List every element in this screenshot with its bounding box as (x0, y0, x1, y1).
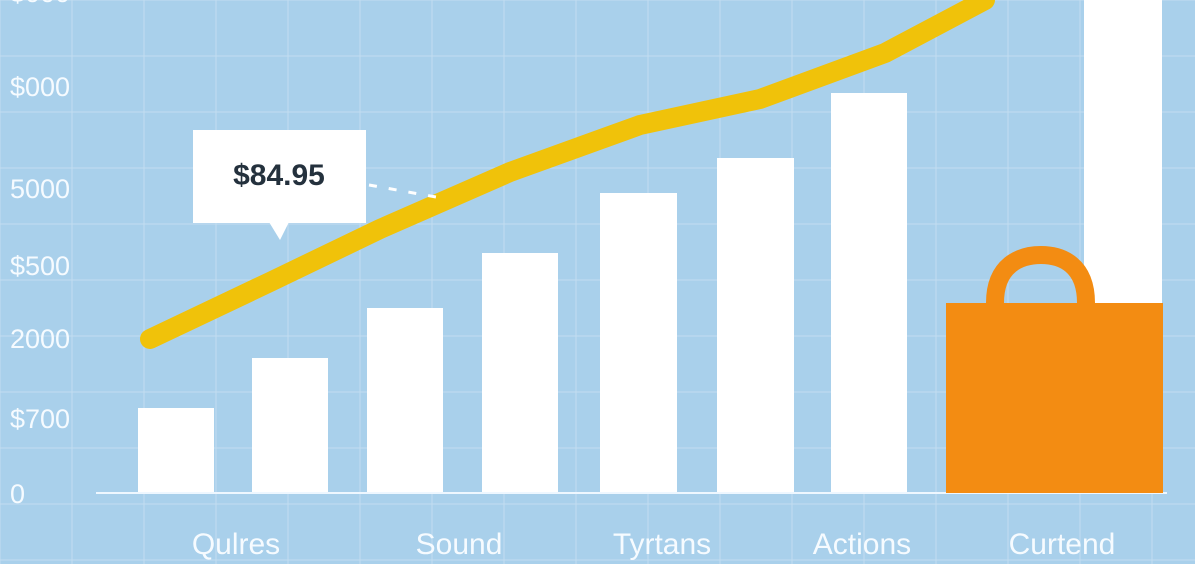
callout-tail (269, 222, 289, 240)
chart-bar (367, 308, 443, 493)
x-axis: Qulres Sound Tyrtans Actions Curtend (96, 492, 1167, 561)
chart-bar (252, 358, 328, 493)
bag-handle (986, 245, 1095, 312)
y-tick-label: 2000 (10, 324, 70, 354)
trend-line (140, 0, 995, 349)
chart-bar (831, 93, 907, 493)
y-tick-label: $000 (10, 72, 70, 102)
line-layer (140, 0, 995, 349)
callout-pointer-line (368, 183, 437, 199)
chart-bar (482, 253, 558, 493)
price-callout-box (193, 130, 366, 223)
callout-layer: $84.95 (193, 130, 437, 240)
icon-layer (946, 245, 1163, 493)
shopping-bag-icon (946, 303, 1163, 493)
chart-bar (600, 193, 677, 493)
chart-bar (717, 158, 794, 493)
y-tick-label: $500 (10, 251, 70, 281)
y-tick-label: $000 (10, 0, 70, 8)
y-tick-label: 5000 (10, 174, 70, 204)
x-tick-label: Tyrtans (613, 528, 711, 561)
x-tick-label: Curtend (1009, 528, 1116, 561)
y-tick-label: $700 (10, 404, 70, 434)
bars-layer (138, 0, 1162, 493)
y-tick-label: 0 (10, 479, 25, 509)
x-tick-label: Actions (813, 528, 911, 561)
price-callout-text: $84.95 (233, 159, 325, 192)
chart-bar (1084, 0, 1162, 303)
x-tick-label: Qulres (192, 528, 280, 561)
chart-bar (138, 408, 214, 493)
y-axis: 0 $700 2000 $500 5000 $000 $000 (10, 0, 70, 509)
x-tick-label: Sound (416, 528, 503, 561)
